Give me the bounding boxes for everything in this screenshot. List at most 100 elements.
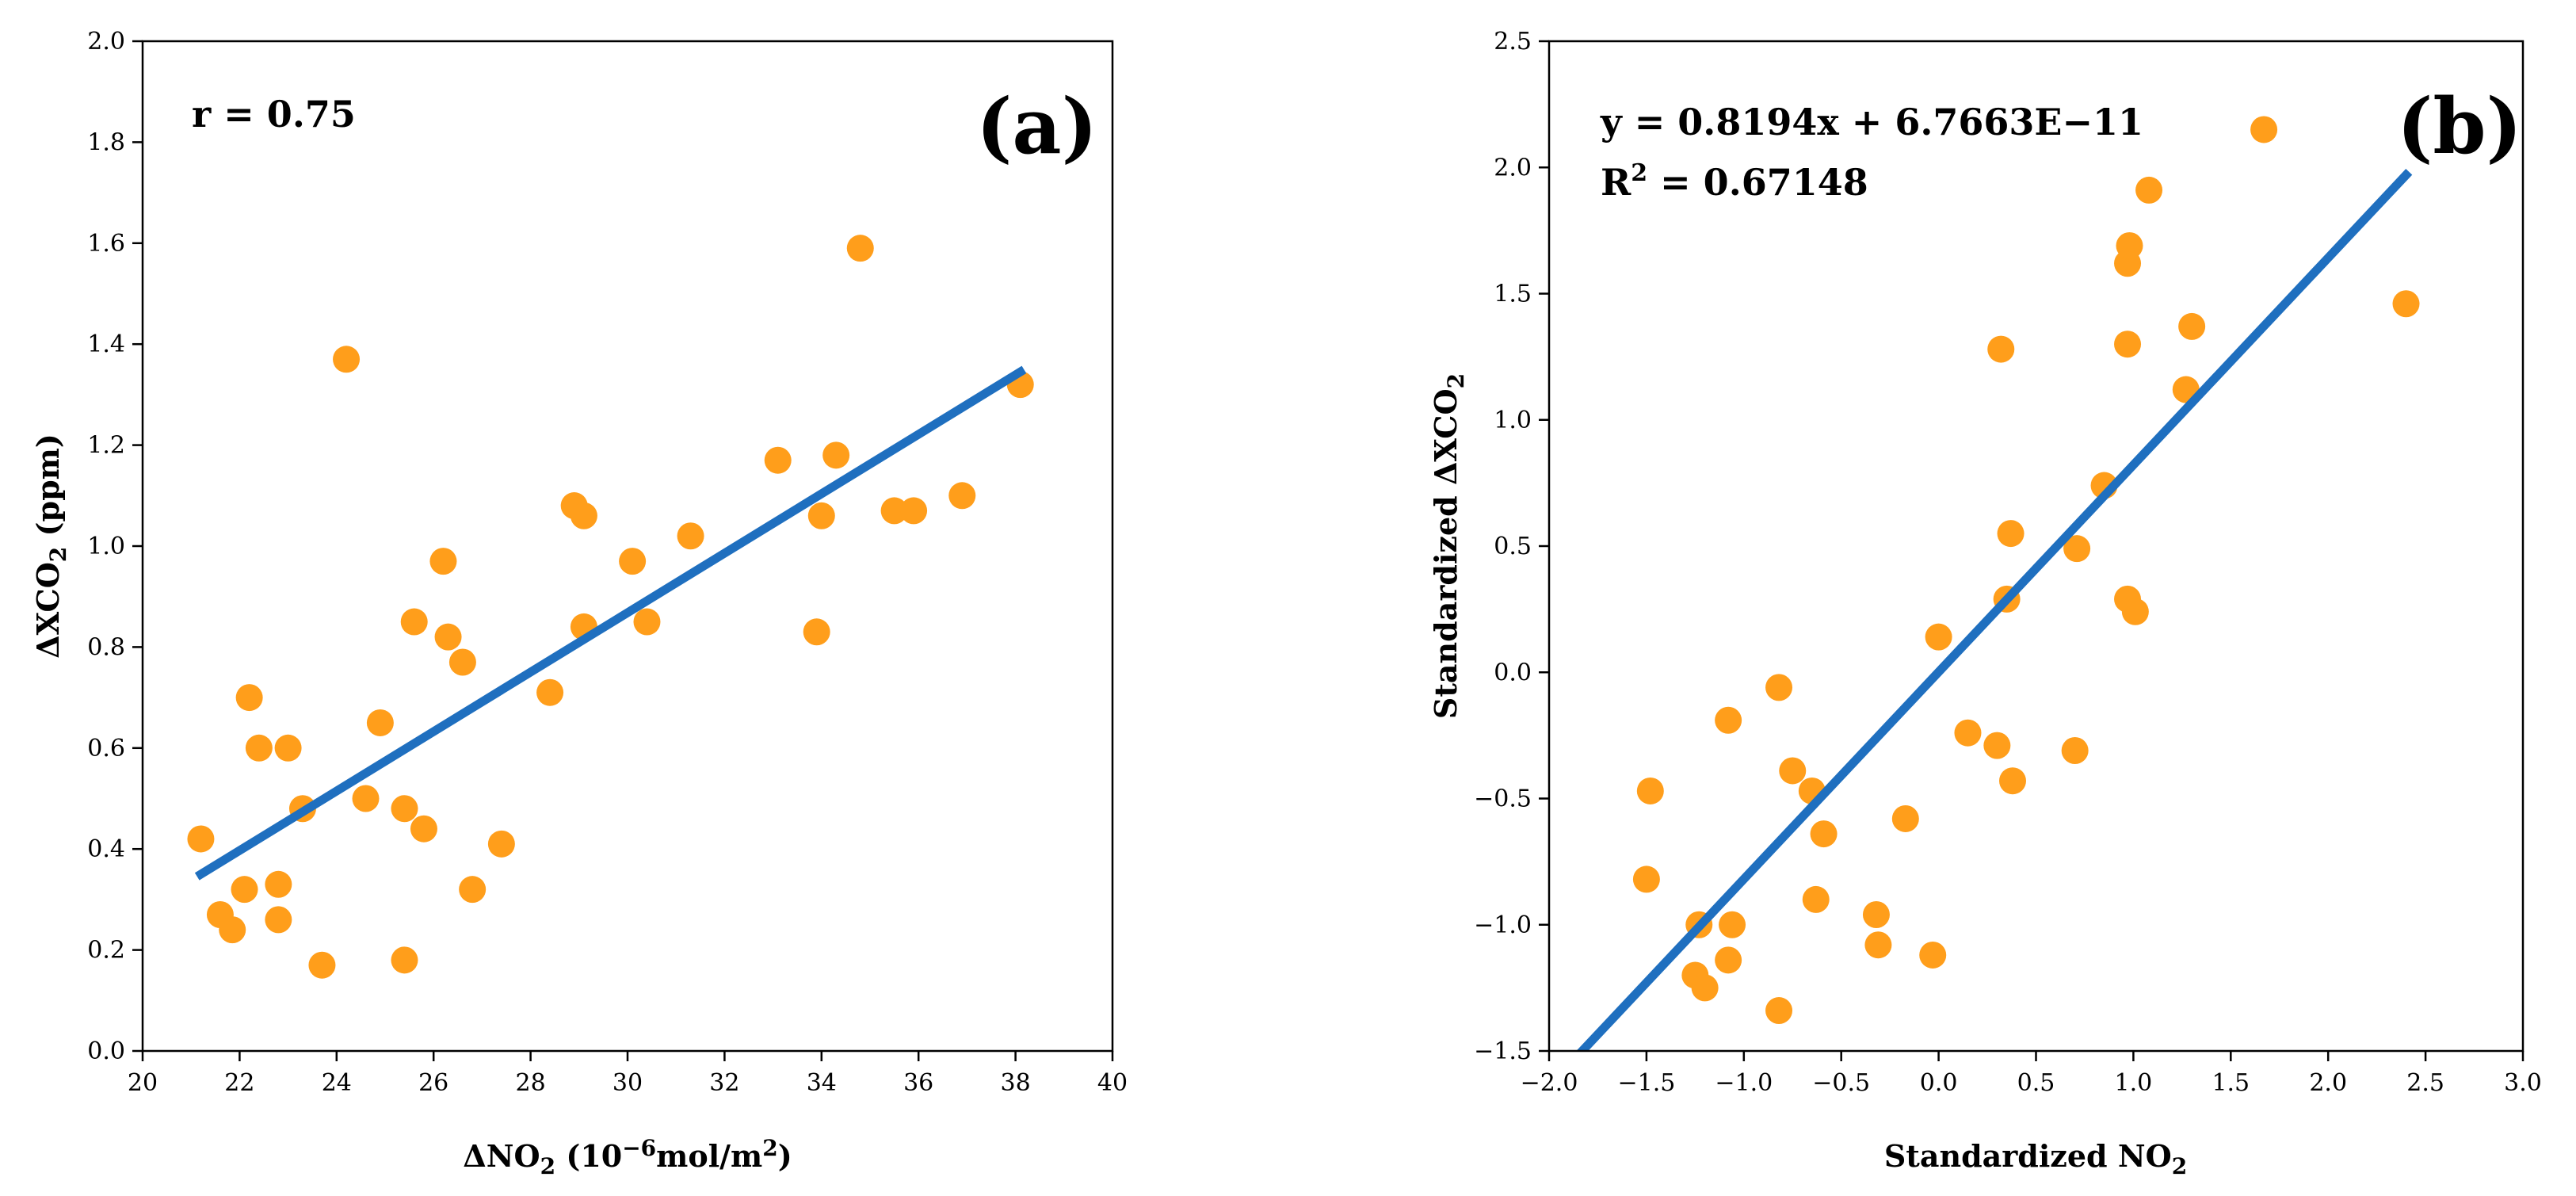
data-point [459, 876, 487, 904]
y-tick-label: −0.5 [1474, 785, 1532, 813]
x-tick-label: 26 [418, 1069, 448, 1097]
data-point [880, 497, 908, 525]
panel-a-ticks: 20 22 24 26 28 30 32 34 36 38 40 0.0 0.2 0.4 0.6 0.8 1.0… [87, 28, 1128, 1097]
data-point [245, 734, 273, 762]
data-point [1925, 623, 1952, 651]
data-point [352, 785, 380, 812]
data-point [434, 623, 462, 651]
data-point [219, 916, 246, 944]
x-tick-label: 2.5 [2406, 1069, 2444, 1097]
x-tick-label: 0.5 [2017, 1069, 2055, 1097]
data-point [231, 876, 258, 904]
data-point [487, 830, 515, 858]
data-point [1987, 335, 2015, 363]
data-point [391, 946, 418, 974]
data-point [2392, 290, 2420, 318]
x-tick-label: 1.0 [2115, 1069, 2153, 1097]
data-point [570, 502, 597, 529]
scatter-panel-b: −2.0 −1.5 −1.0 −0.5 0.0 0.5 1.0 1.5 2.0 2.5 3.0 −1.… [1428, 28, 2542, 1179]
data-point [265, 870, 292, 898]
data-point [448, 648, 476, 676]
regression-line [1576, 169, 2413, 1051]
data-point [2116, 231, 2143, 259]
data-point [1715, 946, 1742, 974]
data-point [308, 951, 336, 979]
data-point [1999, 767, 2027, 795]
x-tick-label: −1.0 [1715, 1069, 1773, 1097]
panel-b-label: (b) [2397, 82, 2522, 171]
panel-b-plot-frame [1548, 40, 2524, 1053]
x-tick-label: 2.0 [2309, 1069, 2347, 1097]
y-tick-label: 1.4 [87, 331, 125, 358]
data-point [2121, 598, 2149, 625]
data-point [633, 608, 661, 636]
panel-a-correlation-annotation: r = 0.75 [192, 93, 356, 136]
data-point [2250, 116, 2278, 143]
x-tick-label: 30 [613, 1069, 643, 1097]
x-tick-label: 20 [128, 1069, 158, 1097]
data-point [536, 678, 564, 706]
x-tick-label: 32 [709, 1069, 739, 1097]
data-point [1983, 732, 2011, 759]
y-tick-label: 2.5 [1494, 28, 1532, 55]
data-point [274, 734, 302, 762]
panel-b-ticks: −2.0 −1.5 −1.0 −0.5 0.0 0.5 1.0 1.5 2.0 2.5 3.0 −1.… [1474, 28, 2542, 1097]
panel-b-regression-equation: y = 0.8194x + 6.7663E−11 [1600, 101, 2143, 143]
x-tick-label: 36 [903, 1069, 933, 1097]
data-point [803, 618, 830, 646]
data-point [822, 441, 850, 469]
data-point [1802, 885, 1830, 913]
data-point [1862, 901, 1890, 929]
data-point [677, 522, 704, 550]
data-point [1691, 974, 1719, 1002]
data-point [333, 346, 361, 373]
y-tick-label: 0.8 [87, 633, 125, 661]
scatter-panel-a: 20 22 24 26 28 30 32 34 36 38 40 0.0 0.2 0.4 0.6 0.8 1.0… [30, 28, 1128, 1179]
data-point [2063, 535, 2091, 563]
y-tick-label: 0.6 [87, 735, 125, 762]
data-point [764, 446, 792, 474]
data-point [1715, 706, 1742, 734]
data-point [1636, 777, 1664, 804]
panel-a-marks [187, 235, 1034, 979]
data-point [1954, 719, 1982, 747]
data-point [1765, 674, 1793, 701]
y-tick-label: −1.0 [1474, 911, 1532, 939]
panel-a-y-axis-label: ΔXCO2 (ppm) [30, 434, 71, 659]
data-point [1632, 865, 1660, 893]
panel-b-x-axis-label: Standardized NO2 [1884, 1138, 2187, 1179]
data-point [235, 684, 263, 712]
y-tick-label: 0.0 [87, 1037, 125, 1065]
panel-a-plot-frame [141, 40, 1114, 1053]
y-tick-label: −1.5 [1474, 1037, 1532, 1065]
data-point [400, 608, 428, 636]
data-point [2178, 312, 2206, 340]
x-tick-label: 0.0 [1920, 1069, 1958, 1097]
x-tick-label: 28 [516, 1069, 546, 1097]
data-point [846, 235, 874, 262]
y-tick-label: 0.2 [87, 937, 125, 965]
panel-b-marks [1576, 116, 2420, 1051]
y-tick-label: 1.0 [1494, 407, 1532, 434]
x-tick-label: 24 [322, 1069, 352, 1097]
data-point [1765, 997, 1793, 1025]
x-tick-label: 38 [1001, 1069, 1031, 1097]
x-tick-label: −0.5 [1812, 1069, 1870, 1097]
y-tick-label: 1.8 [87, 128, 125, 156]
x-tick-label: 34 [807, 1069, 837, 1097]
data-point [1919, 941, 1947, 969]
data-point [2114, 331, 2142, 358]
y-tick-label: 1.6 [87, 230, 125, 258]
data-point [391, 795, 418, 823]
y-tick-label: 2.0 [87, 28, 125, 55]
x-tick-label: 22 [224, 1069, 254, 1097]
y-tick-label: 0.4 [87, 835, 125, 863]
data-point [1719, 911, 1746, 938]
x-tick-label: −1.5 [1617, 1069, 1675, 1097]
y-tick-label: 1.5 [1494, 281, 1532, 308]
data-point [1810, 820, 1838, 848]
data-point [619, 548, 647, 575]
data-point [1997, 520, 2025, 548]
data-point [1891, 804, 1919, 832]
